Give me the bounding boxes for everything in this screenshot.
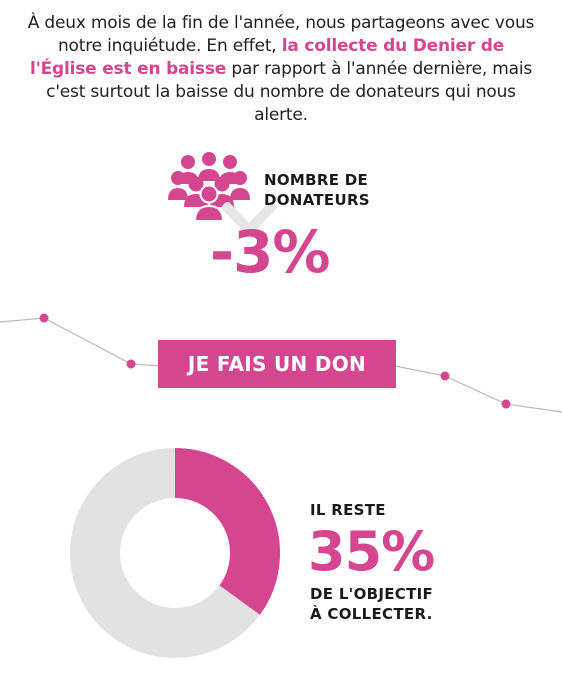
- donors-stat: NOMBRE DE DONATEURS -3%: [168, 150, 428, 290]
- goal-donut-chart: [70, 448, 280, 658]
- trend-point: [39, 313, 49, 323]
- donate-button[interactable]: JE FAIS UN DON: [158, 340, 396, 388]
- goal-stat: IL RESTE 35% DE L'OBJECTIF À COLLECTER.: [308, 500, 540, 624]
- intro-text-before: À deux mois de la fin de l'année, nous p…: [27, 13, 535, 56]
- goal-label-post-line1: DE L'OBJECTIF: [310, 585, 434, 603]
- chevron-down-icon: [222, 202, 276, 236]
- intro-paragraph: À deux mois de la fin de l'année, nous p…: [22, 12, 540, 127]
- intro-highlight: la collecte du Denier de l'Église est en…: [29, 36, 505, 79]
- donors-label: NOMBRE DE DONATEURS: [264, 170, 424, 210]
- group-people-icon: [168, 152, 250, 222]
- donors-label-line2: DONATEURS: [264, 191, 370, 209]
- donors-value: -3%: [210, 218, 331, 286]
- goal-label-pre: IL RESTE: [310, 501, 386, 519]
- goal-value: 35%: [308, 520, 435, 583]
- donut-remaining-segment: [174, 448, 280, 615]
- donors-label-line1: NOMBRE DE: [264, 171, 369, 189]
- trend-point: [126, 359, 136, 369]
- goal-label-post-line2: À COLLECTER.: [310, 605, 433, 623]
- trend-point: [440, 371, 450, 381]
- goal-label-post: DE L'OBJECTIF À COLLECTER.: [310, 584, 540, 624]
- trend-point: [501, 399, 511, 409]
- intro-text-after: par rapport à l'année dernière, mais c'e…: [46, 59, 533, 125]
